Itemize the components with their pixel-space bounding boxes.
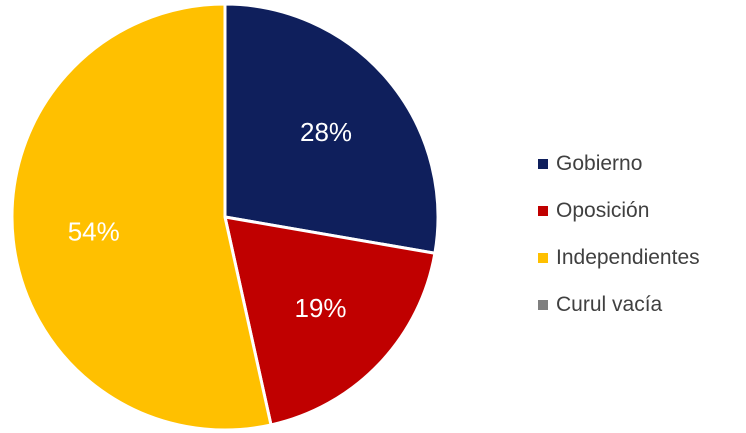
legend-label-independientes: Independientes [556, 245, 700, 269]
legend-swatch-independientes [538, 252, 548, 263]
legend-swatch-curul-vacia [538, 299, 548, 310]
pie-data-labels: 28% 19% 54% [68, 117, 352, 323]
legend-item-independientes: Independientes [538, 234, 700, 281]
legend-item-gobierno: Gobierno [538, 140, 700, 187]
legend-item-curul-vacia: Curul vacía [538, 281, 700, 328]
data-label-oposici-n: 19% [295, 293, 347, 323]
pie-slice-independientes [10, 2, 273, 432]
data-label-independientes: 54% [68, 216, 120, 246]
data-label-gobierno: 28% [300, 117, 352, 147]
pie-slice-gobierno [223, 2, 440, 255]
legend-label-curul-vacia: Curul vacía [556, 292, 663, 316]
pie-slices [10, 2, 440, 432]
legend-item-oposicion: Oposición [538, 187, 700, 234]
legend: Gobierno Oposición Independientes Curul … [538, 140, 700, 328]
legend-label-gobierno: Gobierno [556, 151, 643, 175]
pie-slice-oposici-n [223, 215, 437, 427]
legend-swatch-oposicion [538, 205, 548, 216]
legend-label-oposicion: Oposición [556, 198, 650, 222]
legend-swatch-gobierno [538, 158, 548, 169]
